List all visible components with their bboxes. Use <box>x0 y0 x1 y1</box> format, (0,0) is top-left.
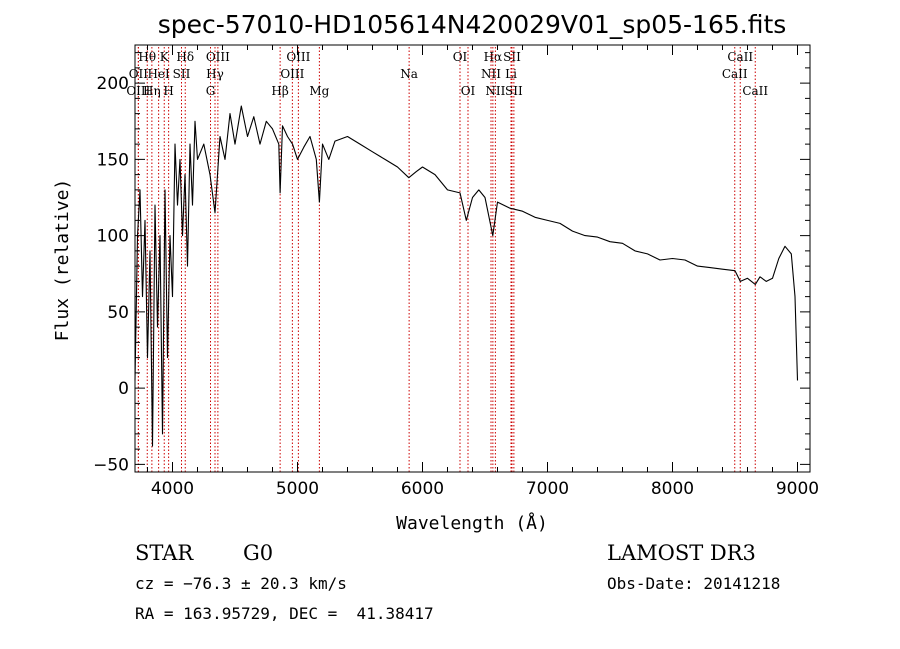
x-tick-label-7000: 7000 <box>526 479 569 499</box>
line-marker-label-18: OIII <box>126 84 150 98</box>
survey-name: LAMOST DR3 <box>607 541 756 565</box>
line-marker-label-5: OI <box>453 50 468 64</box>
coordinates: RA = 163.95729, DEC = 41.38417 <box>135 604 434 623</box>
plot-axes: 4000 5000 6000 7000 8000 9000 −50 0 50 100 150 200 <box>93 44 819 499</box>
y-tick-label-200: 200 <box>97 74 129 94</box>
line-marker-label-8: CaII <box>727 50 753 64</box>
plot-frame <box>134 44 811 473</box>
line-marker-label-9: OII <box>129 67 149 81</box>
line-marker-label-23: Mg <box>309 84 329 98</box>
y-tick-label-100: 100 <box>97 227 129 247</box>
chart-title: spec-57010-HD105614N420029V01_sp05-165.f… <box>158 10 787 39</box>
line-marker-label-25: NII <box>485 84 505 98</box>
line-marker-label-24: OI <box>461 84 476 98</box>
line-marker-label-20: H <box>163 84 173 98</box>
spectrum-series <box>134 105 799 447</box>
x-tick-label-5000: 5000 <box>276 479 319 499</box>
line-marker-label-2: Hδ <box>176 50 194 64</box>
line-marker-label-19: Hη <box>143 84 161 98</box>
x-tick-label-6000: 6000 <box>401 479 444 499</box>
line-marker-label-4: OIII <box>286 50 310 64</box>
line-marker-label-16: Li <box>505 67 517 81</box>
line-marker-label-3: OIII <box>206 50 230 64</box>
line-marker-label-11: SII <box>173 67 191 81</box>
line-marker-label-10: HeI <box>147 67 170 81</box>
line-marker-label-12: Hγ <box>206 67 224 81</box>
line-marker-label-13: OIII <box>280 67 304 81</box>
line-marker-label-17: CaII <box>722 67 748 81</box>
x-tick-label-4000: 4000 <box>151 479 194 499</box>
observation-date: Obs-Date: 20141218 <box>607 574 781 593</box>
line-marker-label-15: NII <box>481 67 501 81</box>
x-tick-label-9000: 9000 <box>776 479 819 499</box>
line-marker-label-14: Na <box>400 67 418 81</box>
y-tick-label-150: 150 <box>97 150 129 170</box>
spectrum-line <box>134 105 799 447</box>
object-type: STAR <box>135 541 194 565</box>
line-marker-label-22: Hβ <box>271 84 288 98</box>
line-marker-label-0: Hθ <box>138 50 156 64</box>
spectral-subclass: G0 <box>243 541 274 565</box>
line-marker-label-21: G <box>206 84 216 98</box>
spectrum-chart: spec-57010-HD105614N420029V01_sp05-165.f… <box>52 10 819 534</box>
redshift-velocity: cz = −76.3 ± 20.3 km/s <box>135 574 347 593</box>
y-tick-label--50: −50 <box>93 455 129 475</box>
line-marker-label-6: Hα <box>484 50 503 64</box>
line-marker-label-27: CaII <box>742 84 768 98</box>
x-axis-label: Wavelength (Å) <box>396 512 548 534</box>
y-axis-label: Flux (relative) <box>52 179 73 342</box>
line-marker-label-26: SII <box>505 84 523 98</box>
line-marker-label-1: K <box>160 50 170 64</box>
y-tick-label-0: 0 <box>118 379 129 399</box>
x-tick-label-8000: 8000 <box>651 479 694 499</box>
line-marker-label-7: SII <box>503 50 521 64</box>
y-tick-label-50: 50 <box>107 303 129 323</box>
